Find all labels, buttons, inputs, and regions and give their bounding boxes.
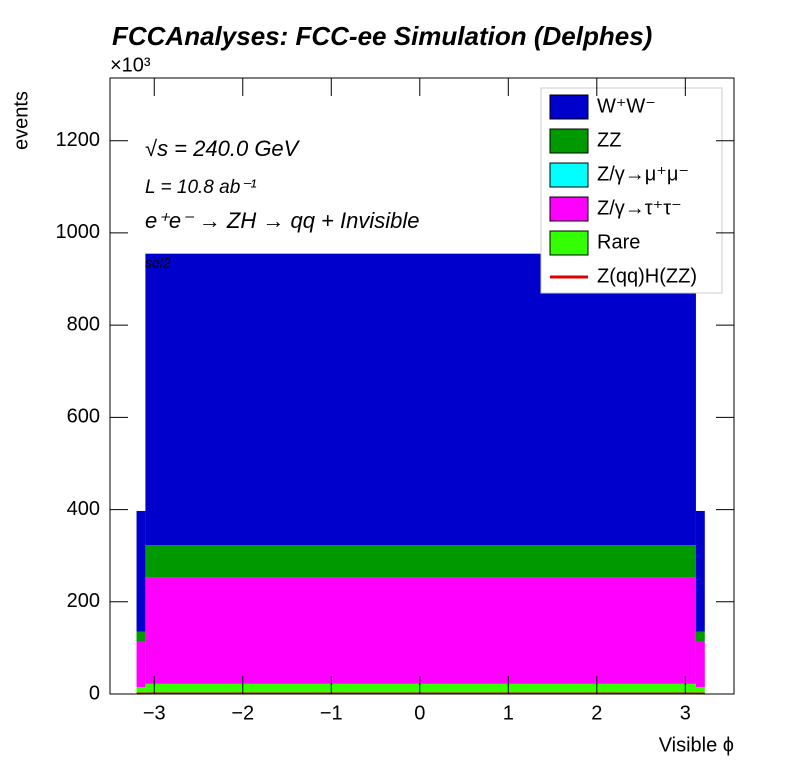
annotation: sel2 <box>145 255 171 271</box>
annotation: e⁺e⁻ → ZH → qq + Invisible <box>145 208 420 233</box>
plot-area <box>136 253 705 695</box>
histogram-bar <box>136 631 146 642</box>
y-axis-label: events <box>10 91 32 150</box>
y-tick-label: 0 <box>89 682 100 704</box>
legend-label: ZZ <box>597 129 621 151</box>
x-tick-label: −2 <box>231 702 254 724</box>
histogram-bar <box>145 253 696 546</box>
legend-box <box>540 87 723 294</box>
annotation: √s = 240.0 GeV <box>145 136 301 161</box>
y-multiplier: ×10³ <box>110 54 151 76</box>
legend-swatch <box>549 230 589 256</box>
x-tick-label: 0 <box>414 702 425 724</box>
y-tick-label: 800 <box>67 313 100 335</box>
chart-title: FCCAnalyses: FCC-ee Simulation (Delphes) <box>112 21 652 51</box>
y-tick-label: 600 <box>67 406 100 428</box>
y-tick-label: 400 <box>67 498 100 520</box>
y-tick-label: 200 <box>67 590 100 612</box>
histogram-bar <box>145 577 696 684</box>
histogram-bar <box>695 641 705 688</box>
x-tick-label: −1 <box>320 702 343 724</box>
y-tick-label: 1000 <box>56 221 101 243</box>
histogram-bar <box>136 687 146 694</box>
legend-label: W⁺W⁻ <box>597 95 656 117</box>
legend-swatch <box>549 162 589 188</box>
frame <box>109 77 735 695</box>
legend-label: Z/γ→τ⁺τ⁻ <box>597 197 682 219</box>
legend-swatch <box>549 196 589 222</box>
legend-label: Z/γ→μ⁺μ⁻ <box>597 163 689 185</box>
x-tick-label: 3 <box>680 702 691 724</box>
legend-swatch <box>549 94 589 120</box>
histogram-bar <box>695 687 705 694</box>
x-axis-label: Visible ϕ <box>659 734 734 756</box>
histogram-bar <box>145 545 696 578</box>
legend-label: Z(qq)H(ZZ) <box>597 265 697 287</box>
histogram-bar <box>136 641 146 688</box>
histogram-bar <box>695 510 705 632</box>
x-tick-label: 2 <box>591 702 602 724</box>
x-tick-label: −3 <box>143 702 166 724</box>
legend: W⁺W⁻ ZZ Z/γ→μ⁺μ⁻ Z/γ→τ⁺τ⁻ Rare Z(qq)H(ZZ) <box>549 94 697 287</box>
y-tick-label: 1200 <box>56 129 101 151</box>
legend-label: Rare <box>597 231 640 253</box>
legend-swatch <box>549 128 589 154</box>
histogram-bar <box>136 510 146 632</box>
annotation: L = 10.8 ab⁻¹ <box>145 177 257 198</box>
histogram-bar <box>695 631 705 642</box>
x-tick-label: 1 <box>503 702 514 724</box>
histogram-bar <box>145 683 696 694</box>
